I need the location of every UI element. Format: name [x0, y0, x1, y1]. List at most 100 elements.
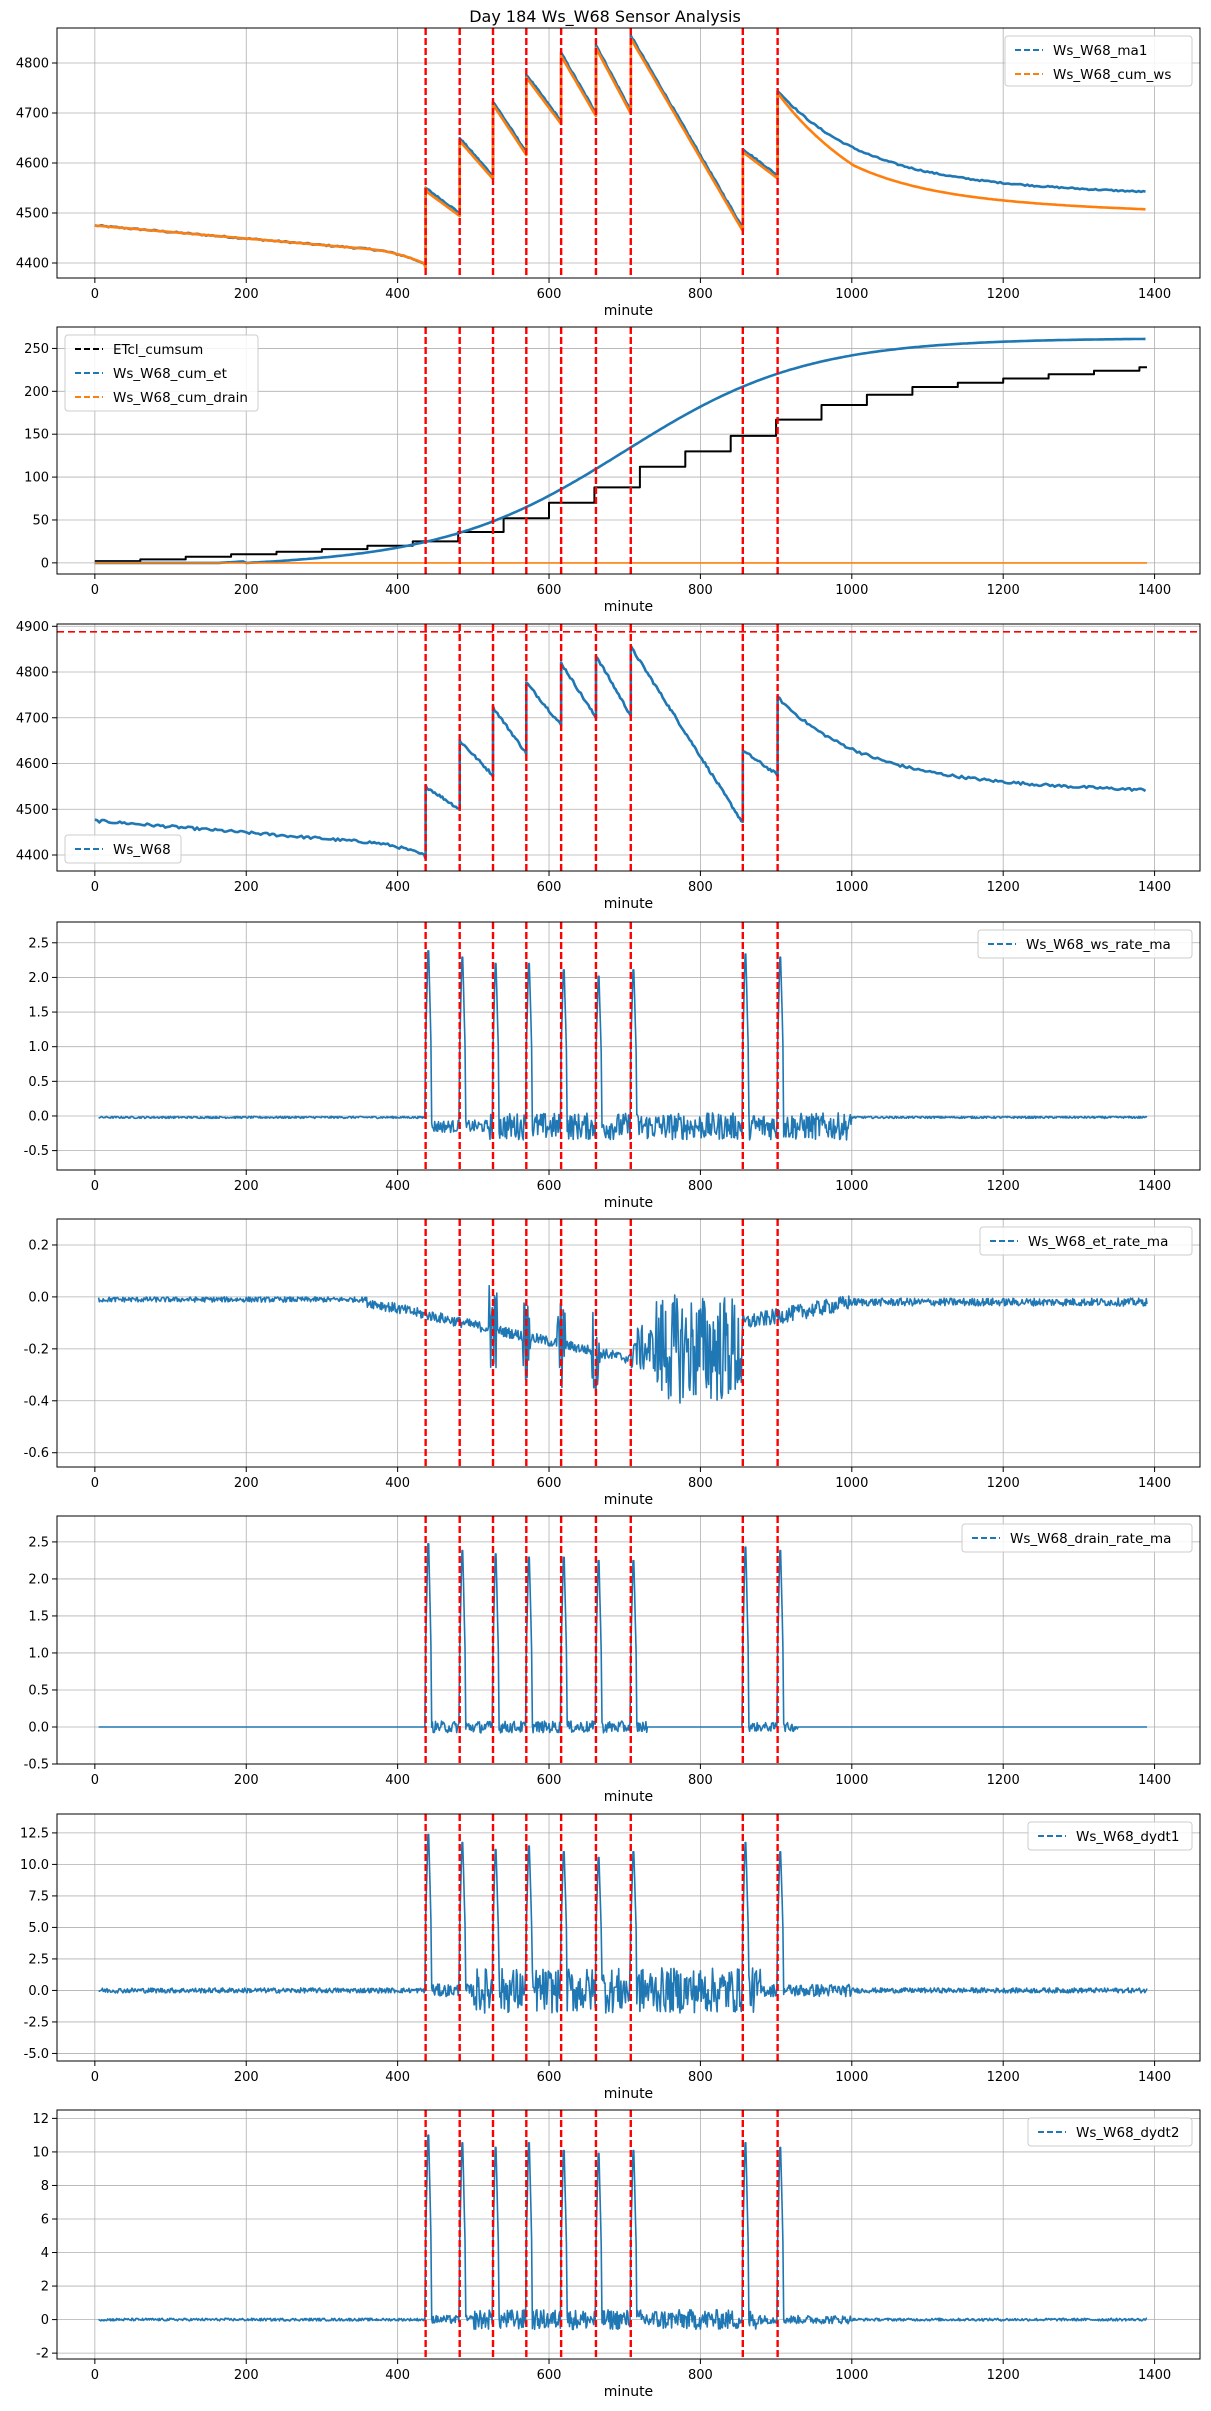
- y-tick-label: -0.2: [24, 1342, 49, 1357]
- x-tick-label: 0: [91, 2070, 99, 2085]
- x-tick-label: 1400: [1138, 2368, 1171, 2383]
- y-tick-label: 4700: [16, 107, 49, 122]
- y-tick-label: 0: [41, 556, 49, 571]
- legend-label: Ws_W68_dydt1: [1076, 1829, 1179, 1845]
- x-tick-label: 1000: [835, 583, 868, 598]
- x-tick-label: 0: [91, 1179, 99, 1194]
- x-tick-label: 800: [688, 2368, 713, 2383]
- legend-box: [977, 929, 1193, 959]
- x-tick-label: 0: [91, 2368, 99, 2383]
- legend: Ws_W68_drain_rate_ma: [961, 1523, 1193, 1553]
- axes-frame: [56, 921, 1201, 1171]
- legend: Ws_W68_ws_rate_ma: [977, 929, 1193, 959]
- x-axis-label: minute: [604, 1492, 653, 1508]
- x-tick-label: 400: [385, 583, 410, 598]
- y-tick-label: 4: [41, 2246, 49, 2261]
- x-tick-label: 200: [234, 583, 259, 598]
- legend-box: [64, 334, 259, 412]
- x-axis-label: minute: [604, 1195, 653, 1211]
- plot-area: [94, 327, 1147, 574]
- x-tick-label: 1000: [835, 1179, 868, 1194]
- x-tick-label: 1400: [1138, 880, 1171, 895]
- axes-frame: [56, 623, 1201, 872]
- axes-frame: [56, 1218, 1201, 1468]
- x-tick-label: 0: [91, 1773, 99, 1788]
- legend-box: [1004, 35, 1193, 87]
- legend: ETcl_cumsum Ws_W68_cum_et Ws_W68_cum_drain: [64, 334, 259, 412]
- x-tick-label: 600: [537, 2070, 562, 2085]
- axes-frame: [56, 2109, 1201, 2360]
- x-tick-label: 400: [385, 2070, 410, 2085]
- axes-frame: [56, 1515, 1201, 1765]
- y-tick-label: -5.0: [24, 2047, 49, 2062]
- subplot-4: 0 200 400 600 800 1000 1200 1400 -0.5 0.0 0.5 1.0 1.…: [24, 921, 1201, 1211]
- x-tick-label: 1000: [835, 2070, 868, 2085]
- y-tick-label: -0.6: [24, 1446, 49, 1461]
- plot-area: [97, 1219, 1148, 1467]
- x-tick-label: 0: [91, 880, 99, 895]
- y-tick-label: 1.0: [28, 1040, 49, 1055]
- x-tick-label: 800: [688, 287, 713, 302]
- x-axis-label: minute: [604, 1789, 653, 1805]
- y-tick-label: 10.0: [20, 1858, 49, 1873]
- x-tick-label: 600: [537, 880, 562, 895]
- y-tick-label: 4500: [16, 803, 49, 818]
- series-Ws_W68_cum_ws: [94, 37, 1146, 270]
- x-tick-label: 0: [91, 287, 99, 302]
- legend-label: Ws_W68_et_rate_ma: [1028, 1234, 1168, 1250]
- y-tick-label: 150: [24, 428, 49, 443]
- x-tick-label: 200: [234, 1476, 259, 1491]
- series-Ws_W68_drain_rate_ma: [98, 1543, 1148, 1734]
- y-tick-label: 0.0: [28, 1290, 49, 1305]
- y-tick-label: 1.5: [28, 1609, 49, 1624]
- y-tick-label: 2: [41, 2280, 49, 2295]
- x-tick-label: 0: [91, 583, 99, 598]
- y-tick-label: 2.0: [28, 1572, 49, 1587]
- y-tick-label: 200: [24, 385, 49, 400]
- x-tick-label: 400: [385, 2368, 410, 2383]
- x-tick-label: 400: [385, 287, 410, 302]
- y-tick-label: 2.5: [28, 936, 49, 951]
- x-axis-label: minute: [604, 896, 653, 912]
- x-tick-label: 600: [537, 2368, 562, 2383]
- y-tick-label: 1.5: [28, 1006, 49, 1021]
- x-tick-label: 1400: [1138, 287, 1171, 302]
- x-tick-label: 400: [385, 880, 410, 895]
- x-tick-label: 1000: [835, 287, 868, 302]
- axes-frame: [56, 27, 1201, 279]
- subplot-1: 0 200 400 600 800 1000 1200 1400 4400 4500 4600 470…: [16, 27, 1201, 319]
- x-tick-label: 600: [537, 1179, 562, 1194]
- x-tick-label: 1000: [835, 2368, 868, 2383]
- x-tick-label: 1200: [987, 880, 1020, 895]
- x-tick-label: 1400: [1138, 1179, 1171, 1194]
- y-tick-label: 4500: [16, 207, 49, 222]
- subplot-8: 0 200 400 600 800 1000 1200 1400 -2 0 2 4 6 8 10 12 minu…: [32, 2109, 1201, 2400]
- y-tick-label: 10: [32, 2145, 49, 2160]
- x-tick-label: 0: [91, 1476, 99, 1491]
- y-tick-label: 50: [32, 513, 49, 528]
- y-tick-label: 1.0: [28, 1646, 49, 1661]
- legend-label: Ws_W68: [113, 842, 171, 858]
- y-tick-label: 0.0: [28, 1109, 49, 1124]
- x-tick-label: 1200: [987, 2070, 1020, 2085]
- legend: Ws_W68_dydt2: [1027, 2117, 1193, 2147]
- y-tick-label: 4400: [16, 257, 49, 272]
- x-tick-label: 1200: [987, 2368, 1020, 2383]
- plot-area: [94, 28, 1146, 278]
- y-tick-label: 12.5: [20, 1826, 49, 1841]
- x-tick-label: 1200: [987, 1179, 1020, 1194]
- x-tick-label: 800: [688, 1476, 713, 1491]
- subplot-6: 0 200 400 600 800 1000 1200 1400 -0.5 0.0 0.5 1.0 1.…: [24, 1515, 1201, 1805]
- legend-box: [1027, 1821, 1193, 1851]
- x-axis-label: minute: [604, 2384, 653, 2400]
- x-axis-label: minute: [604, 303, 653, 319]
- x-axis-label: minute: [604, 2086, 653, 2102]
- series-Ws_W68_dydt1: [98, 1833, 1148, 2014]
- series-ETcl_cumsum: [94, 366, 1147, 563]
- y-tick-label: 4800: [16, 57, 49, 72]
- x-axis-label: minute: [604, 599, 653, 615]
- legend: Ws_W68_ma1 Ws_W68_cum_ws: [1004, 35, 1193, 87]
- x-tick-label: 800: [688, 1179, 713, 1194]
- x-tick-label: 800: [688, 880, 713, 895]
